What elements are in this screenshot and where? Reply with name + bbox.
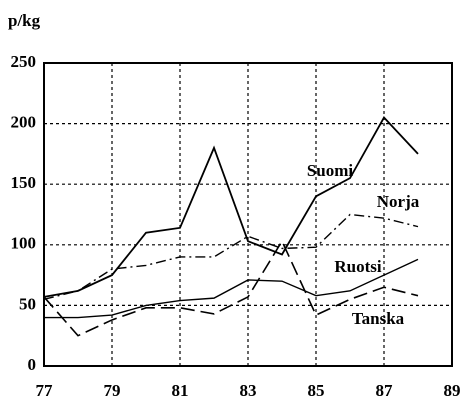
x-tick-label: 87	[376, 381, 394, 400]
y-tick-label: 50	[19, 294, 36, 313]
y-tick-label: 250	[11, 52, 37, 71]
x-tick-label: 79	[104, 381, 121, 400]
series-label: Suomi	[307, 161, 354, 180]
series-line	[43, 213, 419, 301]
series-label: Ruotsi	[334, 257, 382, 276]
y-axis-label: p/kg	[8, 11, 41, 30]
x-tick-label: 85	[308, 381, 325, 400]
x-tick-label: 83	[240, 381, 257, 400]
series-line	[43, 116, 419, 298]
series-line	[44, 258, 419, 319]
y-tick-label: 200	[11, 113, 37, 132]
series-label: Norja	[377, 192, 420, 211]
x-tick-label: 81	[172, 381, 189, 400]
plot-frame	[43, 62, 453, 367]
y-tick-label: 0	[28, 355, 37, 374]
x-tick-label: 89	[444, 381, 461, 400]
x-tick-label: 77	[36, 381, 54, 400]
y-tick-label: 150	[11, 173, 37, 192]
y-tick-label: 100	[11, 234, 37, 253]
series-line	[43, 239, 419, 337]
series-label: Tanska	[352, 309, 405, 328]
